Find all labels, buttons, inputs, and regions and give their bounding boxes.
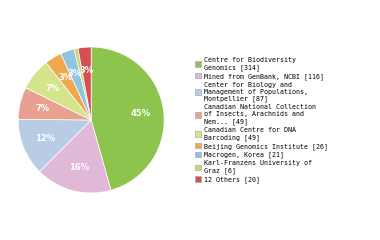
Wedge shape — [46, 54, 91, 120]
Legend: Centre for Biodiversity
Genomics [314], Mined from GenBank, NCBI [116], Center f: Centre for Biodiversity Genomics [314], … — [195, 57, 328, 183]
Wedge shape — [61, 49, 91, 120]
Text: 7%: 7% — [36, 104, 50, 113]
Wedge shape — [40, 120, 111, 193]
Text: 7%: 7% — [46, 84, 60, 93]
Wedge shape — [26, 63, 91, 120]
Text: 45%: 45% — [130, 109, 150, 118]
Wedge shape — [18, 119, 91, 172]
Text: 16%: 16% — [68, 163, 89, 173]
Wedge shape — [91, 47, 164, 190]
Wedge shape — [78, 47, 91, 120]
Text: 3%: 3% — [58, 73, 73, 82]
Wedge shape — [74, 48, 91, 120]
Text: 12%: 12% — [35, 134, 55, 143]
Wedge shape — [18, 88, 91, 120]
Text: 3%: 3% — [80, 66, 94, 75]
Text: 3%: 3% — [68, 69, 82, 78]
